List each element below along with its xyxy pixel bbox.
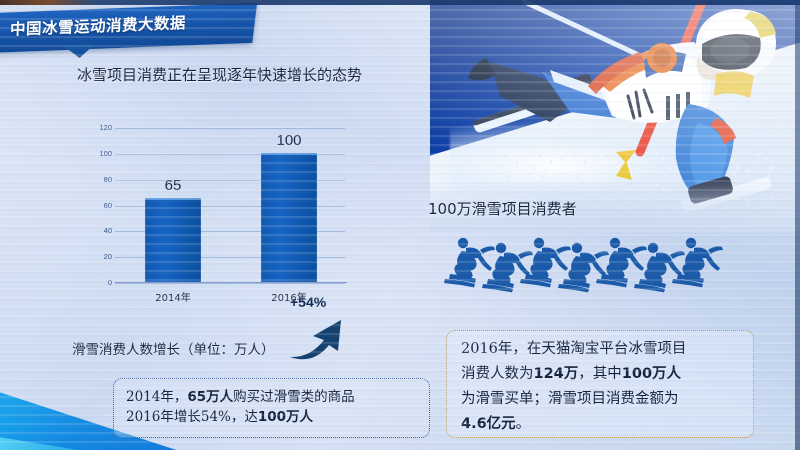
body-text: 为滑雪买单；滑雪项目消费金额为 bbox=[461, 391, 679, 407]
body-text: 2016年增长54%，达 bbox=[126, 409, 258, 425]
callout-right-line: 4.6亿元。 bbox=[447, 412, 753, 437]
y-axis-tick-label: 20 bbox=[103, 252, 112, 262]
y-axis-tick-label: 80 bbox=[103, 174, 112, 184]
gridline bbox=[115, 205, 345, 207]
skier-icon bbox=[670, 236, 726, 293]
growth-arrow-icon bbox=[290, 320, 341, 360]
chart-caption: 滑雪消费人数增长（单位：万人） bbox=[72, 342, 275, 358]
emphasis-text: 124万 bbox=[533, 366, 579, 382]
skier-icon bbox=[594, 236, 650, 293]
skier-pictogram-row bbox=[442, 236, 742, 293]
callout-right-line: 2016年，在天猫淘宝平台冰雪项目 bbox=[447, 331, 753, 362]
growth-label: +54% bbox=[290, 294, 327, 310]
gridline bbox=[115, 153, 345, 155]
y-axis-tick-label: 40 bbox=[103, 226, 112, 236]
bar-2016年 bbox=[261, 152, 317, 282]
screen-bezel-right bbox=[795, 0, 800, 450]
gridline bbox=[115, 257, 345, 259]
skier-icon bbox=[632, 241, 688, 298]
body-text: 2016年，在天猫淘宝平台冰雪项目 bbox=[461, 341, 687, 357]
x-axis-label: 2014年 bbox=[155, 293, 191, 304]
bar-top-highlight bbox=[261, 152, 317, 155]
slide-subtitle: 冰雪项目消费正在呈现逐年快速增长的态势 bbox=[77, 66, 363, 84]
callout-left-line: 2016年增长54%，达100万人 bbox=[114, 407, 429, 427]
gridline bbox=[115, 231, 345, 233]
body-text: 消费人数为 bbox=[461, 366, 534, 382]
emphasis-text: 4.6亿元 bbox=[461, 416, 516, 432]
emphasis-text: 65万人 bbox=[187, 389, 234, 405]
bar-value-label: 100 bbox=[276, 131, 302, 149]
callout-left-line: 2014年，65万人购买过滑雪类的商品 bbox=[114, 379, 429, 407]
y-axis-tick-label: 60 bbox=[103, 200, 112, 210]
photo-caption: 100万滑雪项目消费者 bbox=[428, 200, 577, 218]
screen-bezel-top bbox=[0, 0, 800, 5]
gridline bbox=[115, 128, 345, 129]
emphasis-text: 100万人 bbox=[621, 366, 682, 382]
bar-2014年 bbox=[145, 198, 201, 282]
x-axis-label: 2016年 bbox=[271, 293, 307, 304]
callout-right-line: 为滑雪买单；滑雪项目消费金额为 bbox=[447, 387, 753, 412]
skier-icon bbox=[556, 241, 612, 298]
bar-top-highlight bbox=[145, 198, 201, 201]
y-axis-tick-label: 0 bbox=[107, 278, 112, 287]
bar-chart: 0 20 40 60 80 100 120 65 2014年 100 2016年 +54% bbox=[90, 123, 347, 360]
emphasis-text: 100万人 bbox=[257, 409, 314, 425]
bar-value-label: 65 bbox=[164, 177, 182, 195]
body-text: 2014年， bbox=[126, 389, 188, 405]
callout-right-line: 消费人数为124万，其中100万人 bbox=[447, 362, 753, 387]
callout-right: 2016年，在天猫淘宝平台冰雪项目 消费人数为124万，其中100万人 为滑雪买单；… bbox=[446, 330, 754, 438]
y-axis-tick-label: 120 bbox=[99, 123, 112, 132]
y-axis-tick-label: 100 bbox=[99, 148, 112, 158]
body-text: ，其中 bbox=[578, 366, 622, 382]
skier-icon bbox=[518, 236, 574, 293]
callout-left: 2014年，65万人购买过滑雪类的商品 2016年增长54%，达100万人 bbox=[113, 378, 430, 438]
gridline bbox=[115, 283, 345, 284]
chart-baseline bbox=[115, 281, 347, 283]
body-text: 。 bbox=[515, 416, 531, 432]
gridline bbox=[115, 179, 345, 181]
skier-icon bbox=[442, 236, 498, 293]
body-text: 购买过滑雪类的商品 bbox=[233, 389, 355, 405]
skier-icon bbox=[480, 241, 536, 298]
